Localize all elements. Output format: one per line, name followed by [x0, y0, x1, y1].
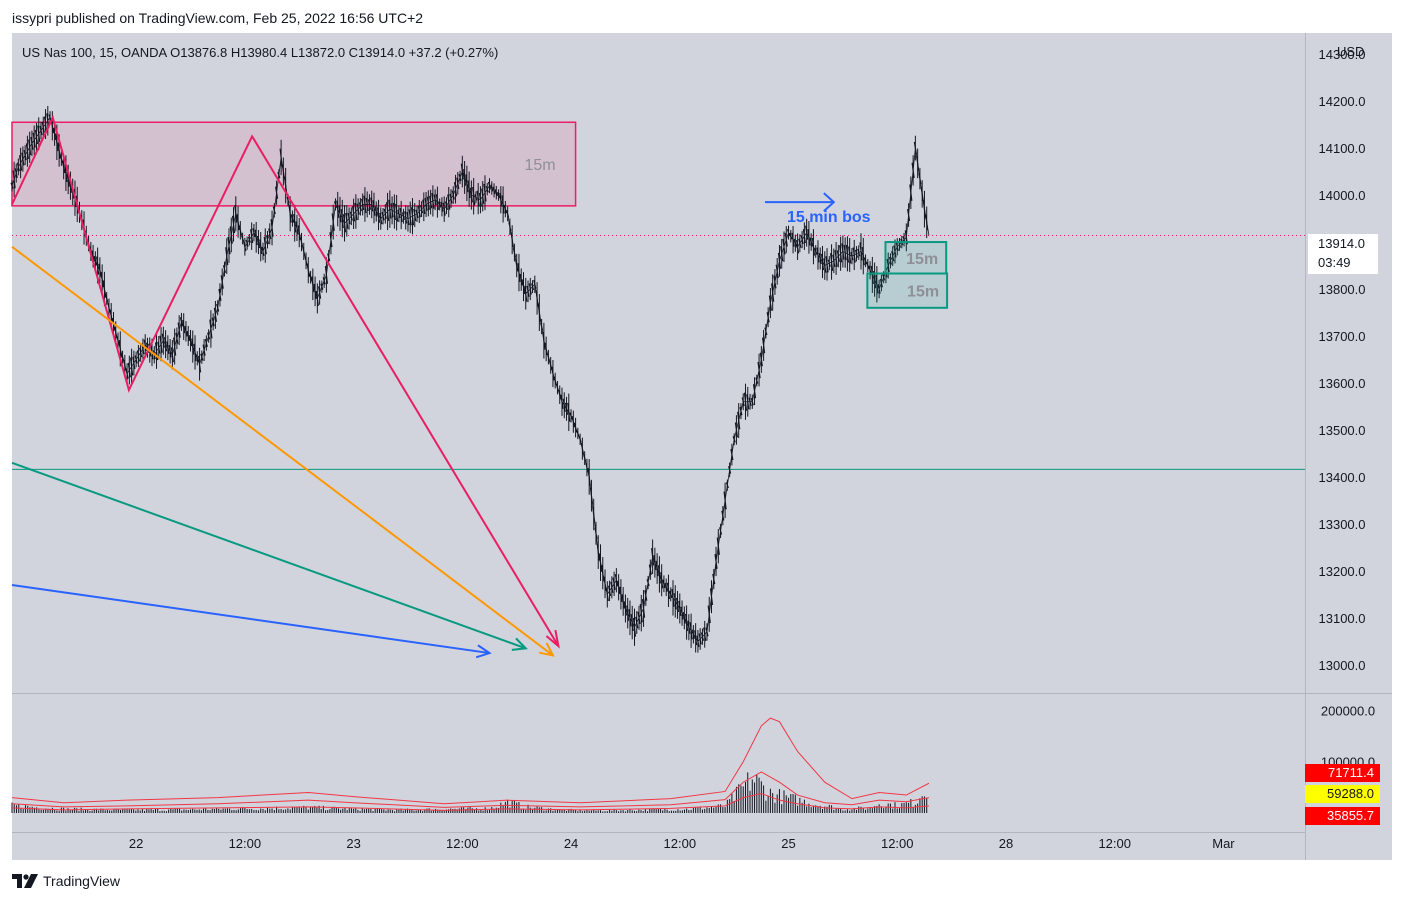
price-pane	[12, 33, 1305, 693]
volume-axis-tick: 200000.0	[1321, 703, 1375, 718]
time-axis-tick: 12:00	[229, 836, 262, 851]
time-axis-tick: 23	[346, 836, 360, 851]
time-axis-tick: 22	[129, 836, 143, 851]
time-axis-tick: 24	[564, 836, 578, 851]
demand-box-label-1: 15m	[906, 251, 938, 268]
volume-tag-upper: 71711.4	[1305, 764, 1380, 782]
time-axis-tick: 12:00	[664, 836, 697, 851]
time-axis-tick: 12:00	[1098, 836, 1131, 851]
price-axis-tick: 13700.0	[1319, 329, 1366, 344]
orange-arrowhead	[539, 642, 555, 657]
tradingview-brand[interactable]: TradingView	[12, 873, 120, 889]
green-trend-arrow	[11, 461, 527, 650]
blue-trend-arrow	[11, 583, 490, 655]
zigzag-arrowhead	[545, 629, 560, 649]
price-tag-countdown: 03:49	[1318, 255, 1351, 270]
price-tag-value: 13914.0	[1318, 236, 1365, 251]
price-axis-tick: 14000.0	[1319, 188, 1366, 203]
price-tag: 13914.0 03:49	[1308, 234, 1378, 274]
blue-arrowhead	[475, 644, 492, 659]
volume-tag-middle: 59288.0	[1305, 785, 1380, 803]
price-trace	[11, 116, 930, 642]
volume-band-middle	[11, 771, 930, 808]
price-axis-tick: 14300.0	[1319, 47, 1366, 62]
price-axis-tick: 13000.0	[1319, 658, 1366, 673]
supply-zone	[11, 121, 577, 207]
bos-arrowhead	[823, 192, 836, 212]
zone-label: 15m	[524, 157, 555, 174]
volume-tag-lower: 35855.7	[1305, 807, 1380, 825]
price-axis-tick: 13300.0	[1319, 517, 1366, 532]
volume-band-upper	[11, 717, 930, 805]
time-axis-tick: 12:00	[881, 836, 914, 851]
price-axis-tick: 14100.0	[1319, 141, 1366, 156]
price-axis-tick: 14200.0	[1319, 94, 1366, 109]
price-axis-tick: 13200.0	[1319, 564, 1366, 579]
zigzag-pattern	[11, 114, 560, 647]
price-axis-tick: 13800.0	[1319, 282, 1366, 297]
time-axis-tick: 12:00	[446, 836, 479, 851]
price-axis-tick: 13500.0	[1319, 423, 1366, 438]
volume-band-lower	[11, 792, 930, 811]
orange-trend-arrow	[11, 245, 554, 657]
tradingview-logo-icon	[12, 874, 38, 888]
demand-box-label-2: 15m	[907, 284, 939, 301]
price-axis-tick: 13600.0	[1319, 376, 1366, 391]
price-axis-tick: 13400.0	[1319, 470, 1366, 485]
publisher-caption: issypri published on TradingView.com, Fe…	[12, 10, 424, 26]
green-arrowhead	[511, 637, 528, 651]
price-axis-tick: 13100.0	[1319, 611, 1366, 626]
currency-label: USD	[1337, 44, 1365, 59]
time-axis-tick: Mar	[1212, 836, 1235, 851]
time-axis-tick: 28	[999, 836, 1013, 851]
symbol-legend: US Nas 100, 15, OANDA O13876.8 H13980.4 …	[22, 45, 499, 60]
demand-box-2	[866, 272, 949, 309]
brand-name: TradingView	[43, 873, 121, 889]
demand-box-1	[884, 241, 948, 275]
bos-label: 15 min bos	[787, 209, 871, 226]
time-axis-tick: 25	[781, 836, 795, 851]
